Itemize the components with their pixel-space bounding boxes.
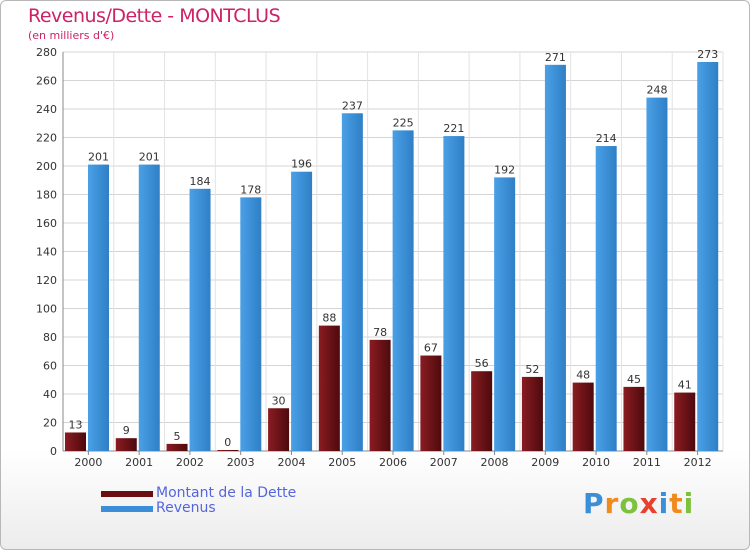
label-dette-2012: 41 [678, 379, 692, 392]
y-tick-label: 100 [36, 303, 57, 316]
bar-revenus-2006 [392, 130, 414, 451]
label-dette-2001: 9 [123, 424, 130, 437]
x-tick-label-2010: 2010 [582, 456, 610, 469]
label-revenus-2011: 248 [646, 84, 667, 97]
label-dette-2007: 67 [424, 342, 438, 355]
label-revenus-2010: 214 [596, 132, 617, 145]
label-revenus-2008: 192 [494, 163, 515, 176]
bar-revenus-2009 [544, 64, 566, 451]
x-tick-label-2000: 2000 [74, 456, 102, 469]
label-dette-2006: 78 [373, 326, 387, 339]
chart-subtitle: (en milliers d'€) [28, 29, 115, 42]
x-tick-label-2007: 2007 [430, 456, 458, 469]
label-dette-2004: 30 [272, 394, 286, 407]
x-tick-label-2008: 2008 [481, 456, 509, 469]
legend-swatch-dette [101, 491, 153, 497]
bar-revenus-2003 [240, 197, 262, 451]
label-dette-2011: 45 [627, 373, 641, 386]
bar-revenus-2011 [646, 97, 668, 451]
y-tick-label: 240 [36, 103, 57, 116]
x-tick-label-2011: 2011 [633, 456, 661, 469]
label-dette-2010: 48 [576, 369, 590, 382]
y-tick-label: 200 [36, 160, 57, 173]
y-tick-label: 260 [36, 75, 57, 88]
y-tick-label: 180 [36, 189, 57, 202]
bar-dette-2004 [268, 408, 290, 451]
bar-dette-2000 [65, 432, 86, 451]
bar-revenus-2000 [88, 164, 109, 451]
label-dette-2009: 52 [525, 363, 539, 376]
bar-dette-2005 [318, 325, 340, 451]
bar-dette-2006 [369, 339, 391, 451]
legend-swatch-revenus [101, 506, 153, 512]
label-revenus-2009: 271 [545, 51, 566, 64]
label-dette-2003: 0 [224, 436, 231, 449]
x-tick-label-2003: 2003 [227, 456, 255, 469]
label-revenus-2002: 184 [190, 175, 211, 188]
label-revenus-2005: 237 [342, 99, 363, 112]
bar-dette-2012 [674, 392, 696, 451]
bar-revenus-2005 [341, 113, 363, 452]
bar-dette-2001 [115, 438, 137, 451]
bar-dette-2010 [572, 382, 594, 451]
bar-revenus-2008 [494, 177, 516, 451]
bar-dette-2007 [420, 355, 442, 451]
x-tick-label-2004: 2004 [277, 456, 305, 469]
y-tick-label: 40 [43, 388, 57, 401]
label-revenus-2006: 225 [393, 116, 414, 129]
x-tick-label-2001: 2001 [125, 456, 153, 469]
bar-dette-2011 [623, 386, 645, 451]
label-dette-2000: 13 [69, 418, 83, 431]
bar-revenus-2001 [138, 164, 160, 451]
bar-revenus-2002 [189, 188, 211, 452]
x-tick-label-2012: 2012 [684, 456, 712, 469]
label-revenus-2012: 273 [697, 48, 718, 61]
y-tick-label: 160 [36, 217, 57, 230]
y-tick-label: 80 [43, 331, 57, 344]
y-tick-label: 60 [43, 360, 57, 373]
label-dette-2008: 56 [475, 357, 489, 370]
y-tick-label: 220 [36, 132, 57, 145]
label-revenus-2000: 201 [88, 151, 109, 164]
legend-label-dette: Montant de la Dette [156, 485, 297, 501]
proxiti-logo: Proxiti [583, 487, 695, 520]
y-tick-label: 20 [43, 417, 57, 430]
bar-revenus-2007 [443, 136, 465, 451]
y-tick-label: 120 [36, 274, 57, 287]
legend-label-revenus: Revenus [156, 500, 216, 516]
bar-dette-2002 [166, 443, 188, 451]
bar-dette-2008 [471, 371, 493, 451]
label-dette-2002: 5 [174, 430, 181, 443]
x-tick-label-2002: 2002 [176, 456, 204, 469]
bar-revenus-2010 [595, 146, 617, 452]
label-revenus-2004: 196 [291, 158, 312, 171]
label-revenus-2003: 178 [240, 183, 261, 196]
y-tick-label: 280 [36, 46, 57, 59]
x-tick-label-2009: 2009 [531, 456, 559, 469]
bar-dette-2009 [521, 376, 543, 451]
chart-title: Revenus/Dette - MONTCLUS [28, 5, 281, 27]
y-tick-label: 0 [50, 445, 57, 458]
label-revenus-2007: 221 [443, 122, 464, 135]
x-tick-label-2005: 2005 [328, 456, 356, 469]
x-tick-label-2006: 2006 [379, 456, 407, 469]
label-revenus-2001: 201 [139, 151, 160, 164]
y-tick-label: 140 [36, 246, 57, 259]
bar-revenus-2004 [291, 171, 313, 451]
label-dette-2005: 88 [322, 312, 336, 325]
bar-revenus-2012 [697, 61, 719, 451]
bar-dette-2003 [217, 450, 239, 451]
